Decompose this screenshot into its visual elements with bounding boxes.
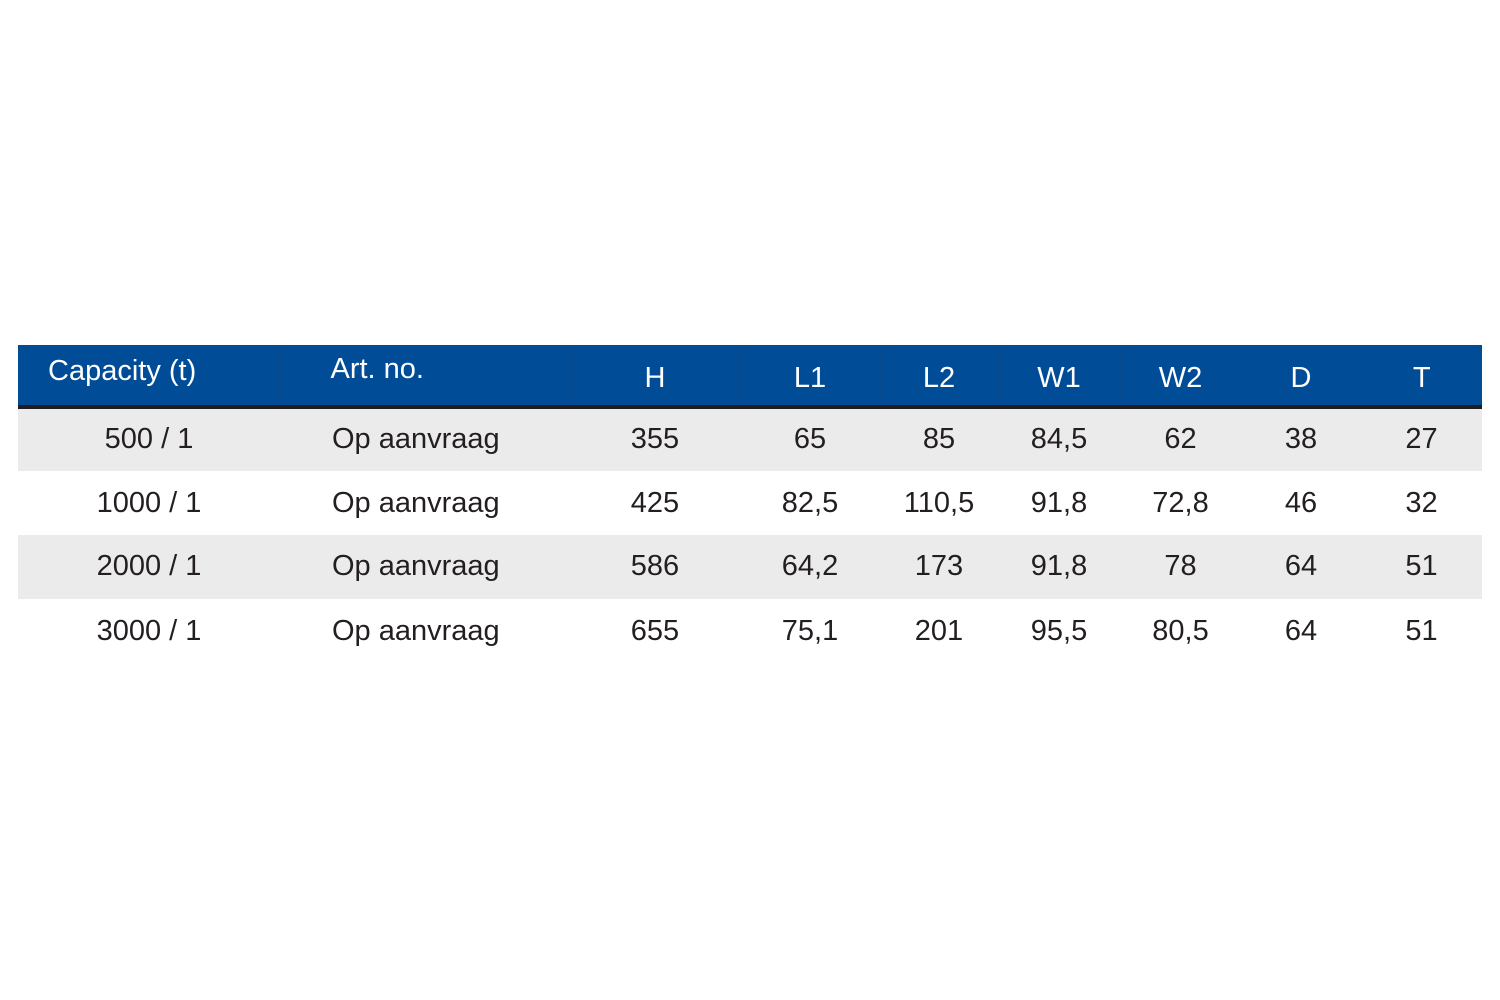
- cell-w2: 78: [1164, 550, 1197, 583]
- cell-h: 655: [570, 598, 740, 663]
- cell-w2: 80,5: [1120, 598, 1241, 663]
- cell-l1: 65: [793, 423, 827, 456]
- cell-w1: 84,5: [1030, 423, 1088, 456]
- cell-capacity: 500 / 1: [104, 423, 194, 456]
- header-l2: L2: [880, 345, 999, 409]
- table-row: 500 / 1 Op aanvraag 355 65 85 84,5 62 38…: [18, 407, 1482, 471]
- cell-w1: 95,5: [998, 598, 1120, 663]
- cell-h: 586: [630, 550, 680, 583]
- cell-l2: 85: [922, 423, 956, 456]
- cell-t: 51: [1405, 550, 1438, 583]
- table-row: 1000 / 1 Op aanvraag 425 82,5 110,5 91,8…: [18, 470, 1482, 535]
- cell-l2: 173: [914, 550, 964, 583]
- cell-art-no: Op aanvraag: [280, 598, 570, 663]
- cell-d: 64: [1241, 598, 1361, 663]
- cell-l2: 110,5: [880, 470, 998, 535]
- cell-w1: 91,8: [1030, 550, 1088, 583]
- cell-l1: 82,5: [740, 470, 880, 535]
- header-capacity: Capacity (t): [18, 345, 281, 409]
- cell-t: 32: [1361, 470, 1482, 535]
- cell-w2: 72,8: [1120, 470, 1241, 535]
- header-art-no: Art. no.: [280, 345, 571, 409]
- header-w1: W1: [998, 345, 1121, 409]
- cell-l1: 64,2: [781, 550, 839, 583]
- table-row: 3000 / 1 Op aanvraag 655 75,1 201 95,5 8…: [18, 598, 1482, 663]
- cell-d: 64: [1284, 550, 1318, 583]
- cell-d: 46: [1241, 470, 1361, 535]
- cell-art-no: Op aanvraag: [280, 470, 570, 535]
- table-header-row: Capacity (t) Art. no. H L1 L2 W1 W2 D T: [18, 345, 1482, 409]
- cell-capacity: 2000 / 1: [96, 550, 202, 583]
- cell-w2: 62: [1164, 423, 1197, 456]
- cell-d: 38: [1284, 423, 1318, 456]
- cell-w1: 91,8: [998, 470, 1120, 535]
- header-w2: W2: [1120, 345, 1242, 409]
- header-h: H: [570, 345, 741, 409]
- cell-capacity: 1000 / 1: [18, 470, 280, 535]
- cell-t: 27: [1405, 423, 1438, 456]
- cell-t: 51: [1361, 598, 1482, 663]
- cell-art-no: Op aanvraag: [332, 550, 500, 583]
- header-l1: L1: [740, 345, 881, 409]
- cell-h: 425: [570, 470, 740, 535]
- cell-art-no: Op aanvraag: [332, 423, 500, 456]
- header-d: D: [1241, 345, 1362, 409]
- cell-h: 355: [630, 423, 680, 456]
- spec-table: Capacity (t) Art. no. H L1 L2 W1 W2 D T …: [18, 345, 1482, 663]
- table-row: 2000 / 1 Op aanvraag 586 64,2 173 91,8 7…: [18, 535, 1482, 599]
- cell-capacity: 3000 / 1: [18, 598, 280, 663]
- header-t: T: [1361, 345, 1482, 409]
- cell-l2: 201: [880, 598, 998, 663]
- cell-l1: 75,1: [740, 598, 880, 663]
